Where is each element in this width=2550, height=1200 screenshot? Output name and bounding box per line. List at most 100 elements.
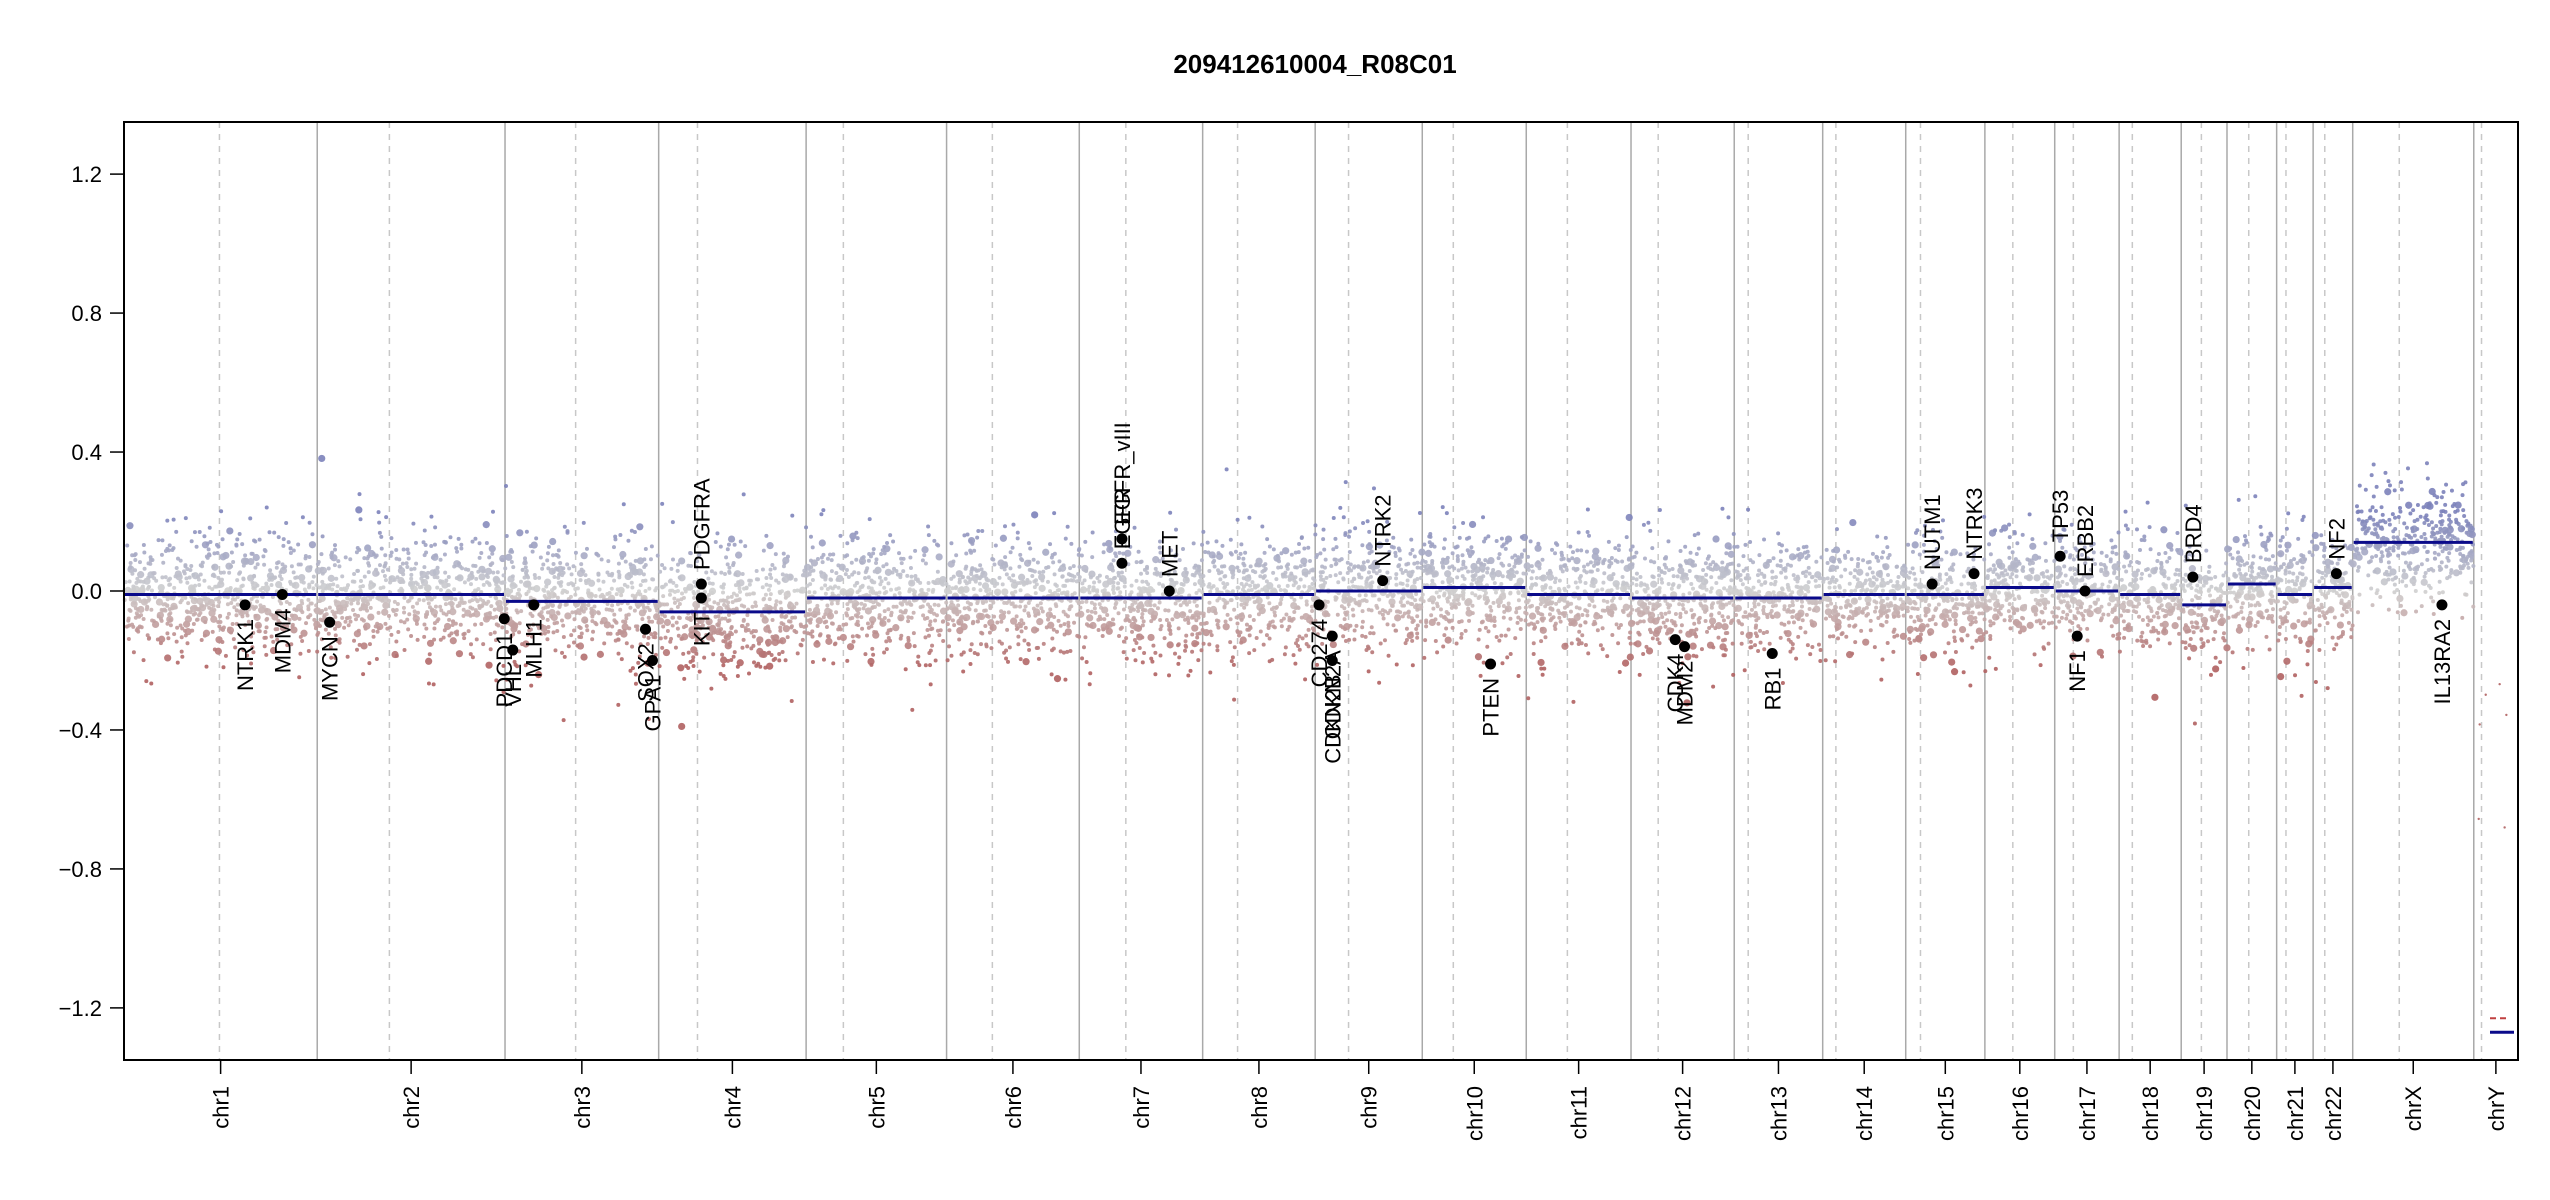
probe-point bbox=[928, 663, 933, 668]
probe-point bbox=[349, 601, 354, 606]
probe-point bbox=[545, 610, 550, 615]
probe-point bbox=[1304, 599, 1309, 604]
probe-point bbox=[1111, 591, 1116, 596]
probe-point bbox=[511, 622, 519, 630]
probe-point bbox=[1341, 634, 1346, 639]
probe-point bbox=[1299, 535, 1304, 540]
probe-point bbox=[175, 556, 180, 561]
probe-point bbox=[670, 615, 675, 620]
probe-point bbox=[1483, 558, 1488, 563]
probe-point bbox=[834, 571, 839, 576]
probe-point bbox=[721, 582, 726, 587]
probe-point bbox=[1705, 629, 1710, 634]
probe-point bbox=[505, 587, 510, 592]
probe-point bbox=[1486, 629, 1491, 634]
probe-point bbox=[636, 523, 644, 531]
probe-point bbox=[555, 628, 560, 633]
probe-point bbox=[1066, 572, 1071, 577]
probe-point bbox=[1566, 557, 1571, 562]
probe-point bbox=[561, 623, 566, 628]
probe-point bbox=[253, 565, 258, 570]
probe-point bbox=[1661, 620, 1666, 625]
probe-point bbox=[1534, 582, 1539, 587]
probe-point bbox=[718, 598, 723, 603]
probe-point bbox=[1010, 545, 1015, 550]
probe-point bbox=[1353, 526, 1358, 531]
probe-point bbox=[1558, 564, 1563, 569]
probe-point bbox=[909, 580, 914, 585]
probe-point bbox=[1506, 627, 1511, 632]
probe-point bbox=[1336, 580, 1341, 585]
probe-point bbox=[1678, 563, 1683, 568]
probe-point bbox=[889, 587, 894, 592]
probe-point bbox=[754, 568, 759, 573]
probe-point bbox=[724, 605, 729, 610]
probe-point bbox=[599, 620, 604, 625]
probe-point bbox=[1176, 661, 1181, 666]
probe-point bbox=[723, 639, 728, 644]
probe-point bbox=[1022, 658, 1030, 666]
probe-point bbox=[630, 644, 635, 649]
probe-point bbox=[641, 579, 646, 584]
probe-point bbox=[1062, 632, 1067, 637]
probe-point bbox=[1158, 653, 1163, 658]
probe-point bbox=[1723, 647, 1728, 652]
probe-point bbox=[1556, 586, 1561, 591]
probe-point bbox=[1516, 590, 1521, 595]
probe-point bbox=[862, 603, 867, 608]
probe-point bbox=[512, 659, 517, 664]
probe-point bbox=[556, 575, 561, 580]
probe-point bbox=[686, 563, 691, 568]
probe-point bbox=[763, 592, 768, 597]
probe-point bbox=[1021, 582, 1026, 587]
probe-point bbox=[373, 624, 378, 629]
probe-point bbox=[346, 623, 351, 628]
probe-point bbox=[1410, 569, 1415, 574]
probe-point bbox=[1492, 581, 1497, 586]
probe-point bbox=[1102, 542, 1107, 547]
probe-point bbox=[581, 520, 586, 525]
probe-point bbox=[1089, 624, 1094, 629]
probe-point bbox=[461, 613, 466, 618]
probe-point bbox=[1272, 625, 1277, 630]
probe-point bbox=[297, 616, 302, 621]
probe-point bbox=[1490, 576, 1495, 581]
probe-point bbox=[1217, 596, 1222, 601]
probe-point bbox=[781, 575, 790, 584]
probe-point bbox=[897, 591, 902, 596]
probe-point bbox=[1228, 537, 1233, 542]
probe-point bbox=[1678, 611, 1683, 616]
probe-point bbox=[708, 587, 717, 595]
probe-point bbox=[559, 580, 564, 585]
probe-point bbox=[1186, 673, 1191, 678]
probe-point bbox=[1408, 601, 1413, 606]
probe-point bbox=[292, 582, 297, 587]
probe-point bbox=[619, 593, 624, 598]
probe-point bbox=[1247, 633, 1252, 638]
probe-point bbox=[1540, 672, 1545, 677]
probe-point bbox=[655, 553, 660, 558]
probe-point bbox=[207, 605, 212, 610]
probe-point bbox=[279, 601, 284, 606]
probe-point bbox=[1514, 570, 1519, 575]
probe-point bbox=[999, 534, 1008, 542]
probe-point bbox=[1412, 561, 1417, 566]
probe-point bbox=[1071, 578, 1076, 583]
probe-point bbox=[1239, 595, 1247, 603]
probe-point bbox=[551, 630, 556, 635]
probe-point bbox=[479, 551, 484, 556]
probe-point bbox=[745, 622, 750, 627]
probe-point bbox=[359, 617, 364, 622]
probe-point bbox=[1516, 558, 1521, 563]
probe-point bbox=[401, 605, 406, 610]
probe-point bbox=[128, 588, 133, 593]
probe-point bbox=[870, 646, 875, 651]
probe-point bbox=[523, 663, 528, 668]
probe-point bbox=[1606, 539, 1611, 544]
probe-point bbox=[1415, 614, 1420, 619]
probe-point bbox=[1585, 609, 1590, 614]
probe-point bbox=[376, 626, 381, 631]
probe-point bbox=[1292, 610, 1297, 615]
probe-point bbox=[1044, 625, 1049, 630]
probe-point bbox=[672, 596, 677, 601]
